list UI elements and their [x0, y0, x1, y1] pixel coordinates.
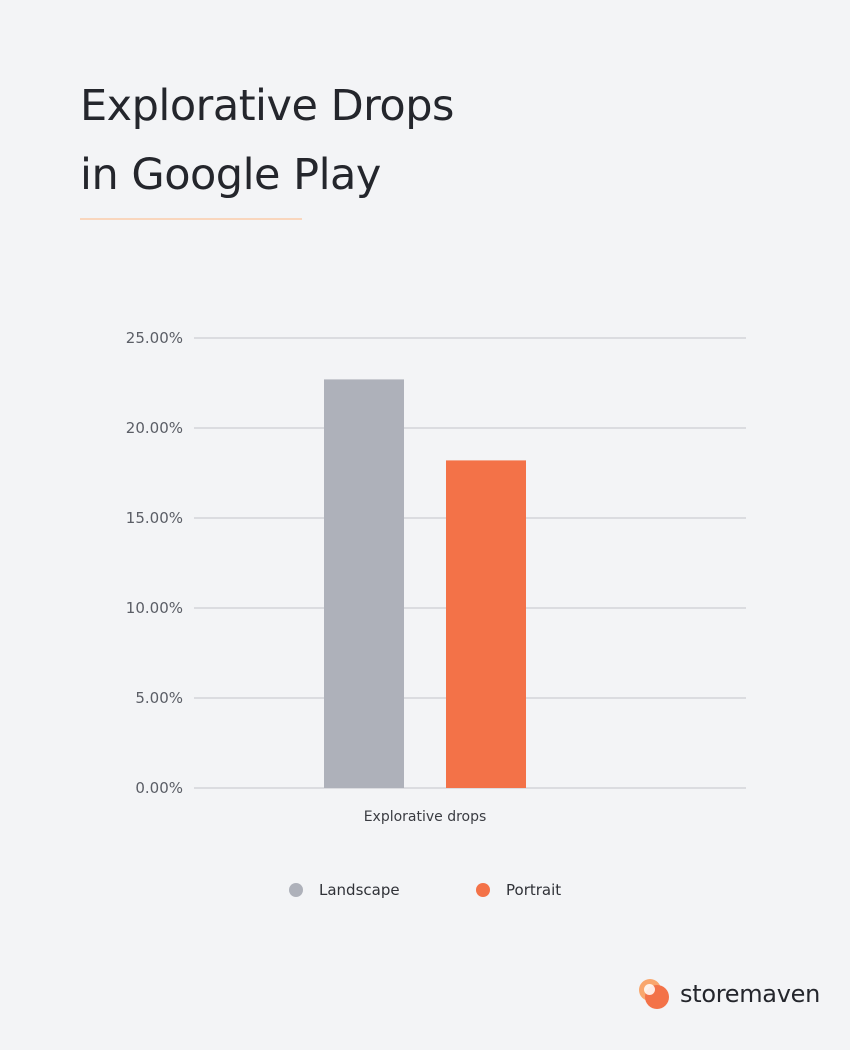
legend-label-landscape: Landscape [319, 881, 400, 899]
legend-label-portrait: Portrait [506, 881, 562, 899]
y-tick-label: 5.00% [135, 689, 183, 707]
title-line-1: Explorative Drops [80, 81, 454, 131]
legend: Landscape Portrait [0, 878, 850, 902]
brand-logo: storemaven [636, 974, 820, 1014]
y-tick-label: 25.00% [126, 329, 183, 347]
legend-swatch-portrait [476, 883, 490, 897]
legend-swatch-landscape [289, 883, 303, 897]
bar-portrait [446, 460, 526, 788]
bars [324, 379, 526, 788]
bar-chart: 0.00% 5.00% 10.00% 15.00% 20.00% 25.00% Explo… [126, 329, 746, 825]
x-category-label: Explorative drops [364, 809, 487, 825]
y-axis-tick-labels: 0.00% 5.00% 10.00% 15.00% 20.00% 25.00% [126, 329, 183, 797]
title-line-2: in Google Play [80, 150, 381, 200]
brand-name: storemaven [680, 980, 820, 1008]
title-underline [80, 218, 302, 220]
page-title: Explorative Drops in Google Play [80, 72, 454, 210]
storemaven-logo-icon [639, 979, 670, 1009]
bar-landscape [324, 379, 404, 788]
y-tick-label: 15.00% [126, 509, 183, 527]
y-tick-label: 20.00% [126, 419, 183, 437]
legend-item-portrait: Portrait [476, 878, 561, 902]
legend-item-landscape: Landscape [289, 878, 400, 902]
x-axis-category-labels: Explorative drops [364, 809, 487, 825]
y-tick-label: 10.00% [126, 599, 183, 617]
y-tick-label: 0.00% [135, 779, 183, 797]
